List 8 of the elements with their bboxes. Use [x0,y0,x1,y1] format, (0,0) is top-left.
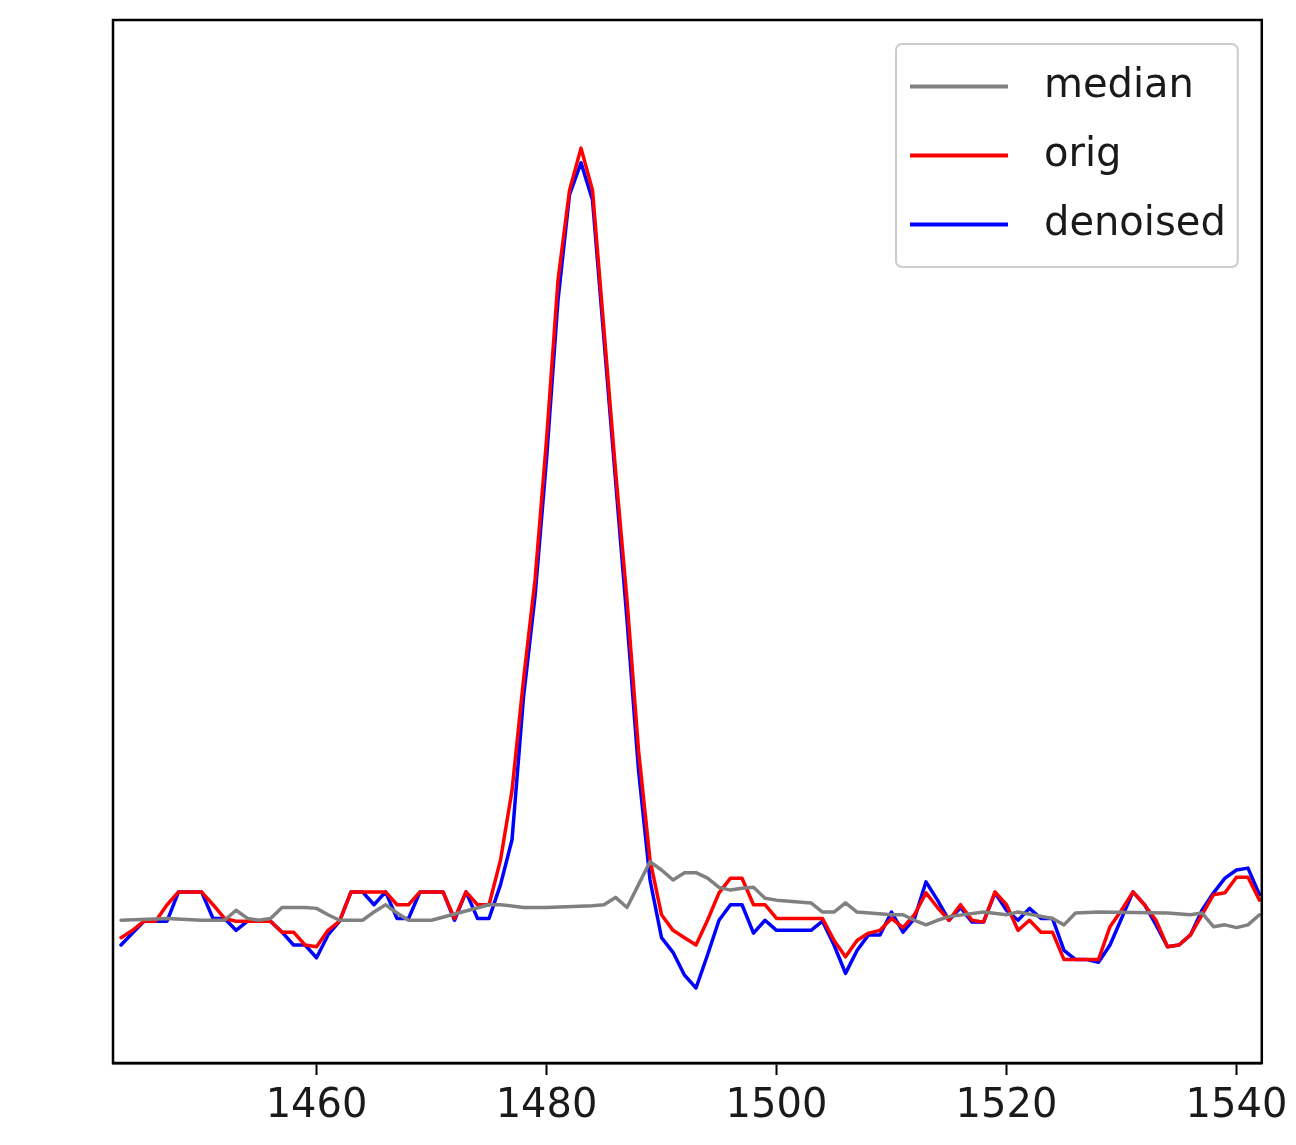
x-tick-label: 1540 [1185,1080,1288,1127]
x-tick-label: 1460 [265,1080,368,1127]
x-tick-label: 1520 [955,1080,1058,1127]
legend-label: median [1044,59,1194,106]
x-tick-label: 1480 [495,1080,598,1127]
legend-label: orig [1044,128,1122,175]
x-tick-label: 1500 [725,1080,828,1127]
legend-label: denoised [1044,197,1226,244]
